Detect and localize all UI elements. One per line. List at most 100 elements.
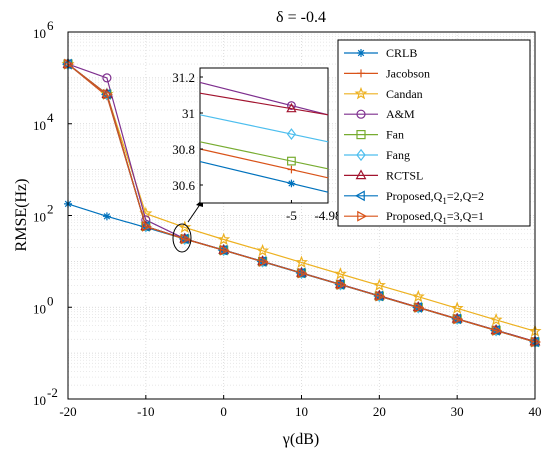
y-tick-exponent: 2 (47, 202, 54, 217)
inset-series-a-m (199, 81, 329, 116)
x-tick-label: 30 (451, 404, 464, 419)
y-tick-label: 10 (33, 118, 46, 133)
data-point (258, 256, 269, 267)
inset-series-fan (199, 141, 329, 170)
data-point (178, 220, 192, 234)
legend-item: Proposed,Q1=2,Q=2 (344, 189, 484, 206)
legend-label: Proposed,Q1=2,Q=2 (386, 189, 484, 206)
x-tick-label: -10 (137, 404, 154, 419)
inset-line (199, 141, 329, 170)
zoom-inset: 30.6 30.8 31 31.2 -5 -4.98 (172, 67, 342, 223)
legend-label: Jacobson (386, 66, 430, 80)
chart-title: δ = -0.4 (276, 9, 326, 26)
data-point (411, 289, 425, 303)
data-point (287, 165, 296, 174)
legend-item: A&M (344, 107, 415, 121)
y-tick-label: 10 (33, 393, 46, 408)
data-point (333, 267, 348, 280)
data-point (412, 302, 423, 313)
data-point (217, 232, 231, 246)
data-point (295, 255, 308, 268)
inset-series-fang (199, 114, 329, 143)
inset-line (199, 81, 329, 116)
data-point (357, 49, 365, 57)
inset-series-jacobson (199, 148, 329, 179)
data-point (178, 233, 189, 245)
data-point (219, 244, 230, 256)
callout-ellipse (172, 223, 192, 253)
y-tick-exponent: 4 (47, 110, 54, 125)
legend-item: Fang (344, 148, 410, 162)
legend-item: CRLB (344, 46, 417, 60)
y-tick-exponent: -2 (47, 385, 58, 400)
data-point (286, 128, 296, 141)
series-line (67, 63, 536, 343)
legend-item: Fan (344, 128, 404, 142)
inset-tick-labels: 30.6 30.8 31 31.2 -5 -4.98 (172, 70, 341, 223)
y-tick-exponent: 0 (47, 293, 54, 308)
y-tick-label: 10 (33, 301, 46, 316)
legend-label: Candan (386, 87, 423, 101)
data-point (142, 220, 152, 232)
data-point (354, 190, 365, 202)
legend-label: Fang (386, 148, 410, 162)
data-point (357, 69, 365, 78)
inset-frame (199, 67, 329, 204)
inset-x-tick-label: -5 (286, 208, 297, 223)
data-point (492, 325, 503, 336)
legend-item: Proposed,Q1=3,Q=1 (344, 209, 484, 226)
inset-line (199, 161, 329, 193)
data-point (287, 156, 296, 166)
data-point (355, 169, 367, 180)
data-point (287, 179, 296, 188)
data-point (356, 109, 366, 119)
data-point (451, 313, 461, 325)
series-proposed-q1-3-q-1 (64, 58, 542, 348)
legend-label: Proposed,Q1=3,Q=1 (386, 209, 484, 226)
legend-box (337, 39, 531, 227)
x-axis-label: γ(dB) (282, 431, 319, 448)
data-point (102, 212, 111, 221)
data-point (217, 244, 228, 256)
x-tick-label: 10 (295, 404, 308, 419)
legend-label: A&M (386, 107, 415, 121)
data-point (354, 86, 368, 100)
inset-y-tick-label: 30.6 (172, 178, 195, 193)
data-point (450, 301, 464, 314)
legend-item: RCTSL (344, 168, 423, 182)
callout-arrow-line (187, 202, 202, 223)
data-point (373, 290, 384, 302)
data-point (286, 102, 297, 113)
data-point (64, 58, 75, 70)
legend-label: CRLB (386, 46, 417, 60)
data-point (103, 88, 113, 100)
data-point (375, 290, 386, 302)
data-point (356, 148, 366, 162)
x-tick-label: 0 (220, 404, 227, 419)
data-point (414, 302, 425, 313)
data-point (528, 336, 539, 348)
y-tick-exponent: 6 (47, 18, 54, 33)
inset-series-rctsl (199, 92, 329, 116)
inset-series (199, 81, 329, 193)
legend-item: Candan (344, 87, 423, 101)
x-tick-label: 40 (529, 404, 542, 419)
data-point (489, 313, 503, 326)
data-point (531, 336, 542, 348)
data-point (356, 130, 366, 140)
x-tick-label: 20 (373, 404, 386, 419)
inset-line (199, 148, 329, 179)
legend-label: Fan (386, 128, 404, 142)
data-point (297, 267, 308, 279)
x-tick-label: -20 (59, 404, 76, 419)
inset-y-tick-label: 30.8 (172, 142, 195, 157)
y-tick-label: 10 (33, 210, 46, 225)
data-point (453, 313, 464, 325)
inset-y-tick-label: 31 (182, 106, 195, 121)
data-point (295, 267, 306, 279)
data-point (287, 101, 296, 110)
y-tick-label: 10 (33, 26, 46, 41)
inset-y-tick-label: 31.2 (172, 70, 195, 85)
